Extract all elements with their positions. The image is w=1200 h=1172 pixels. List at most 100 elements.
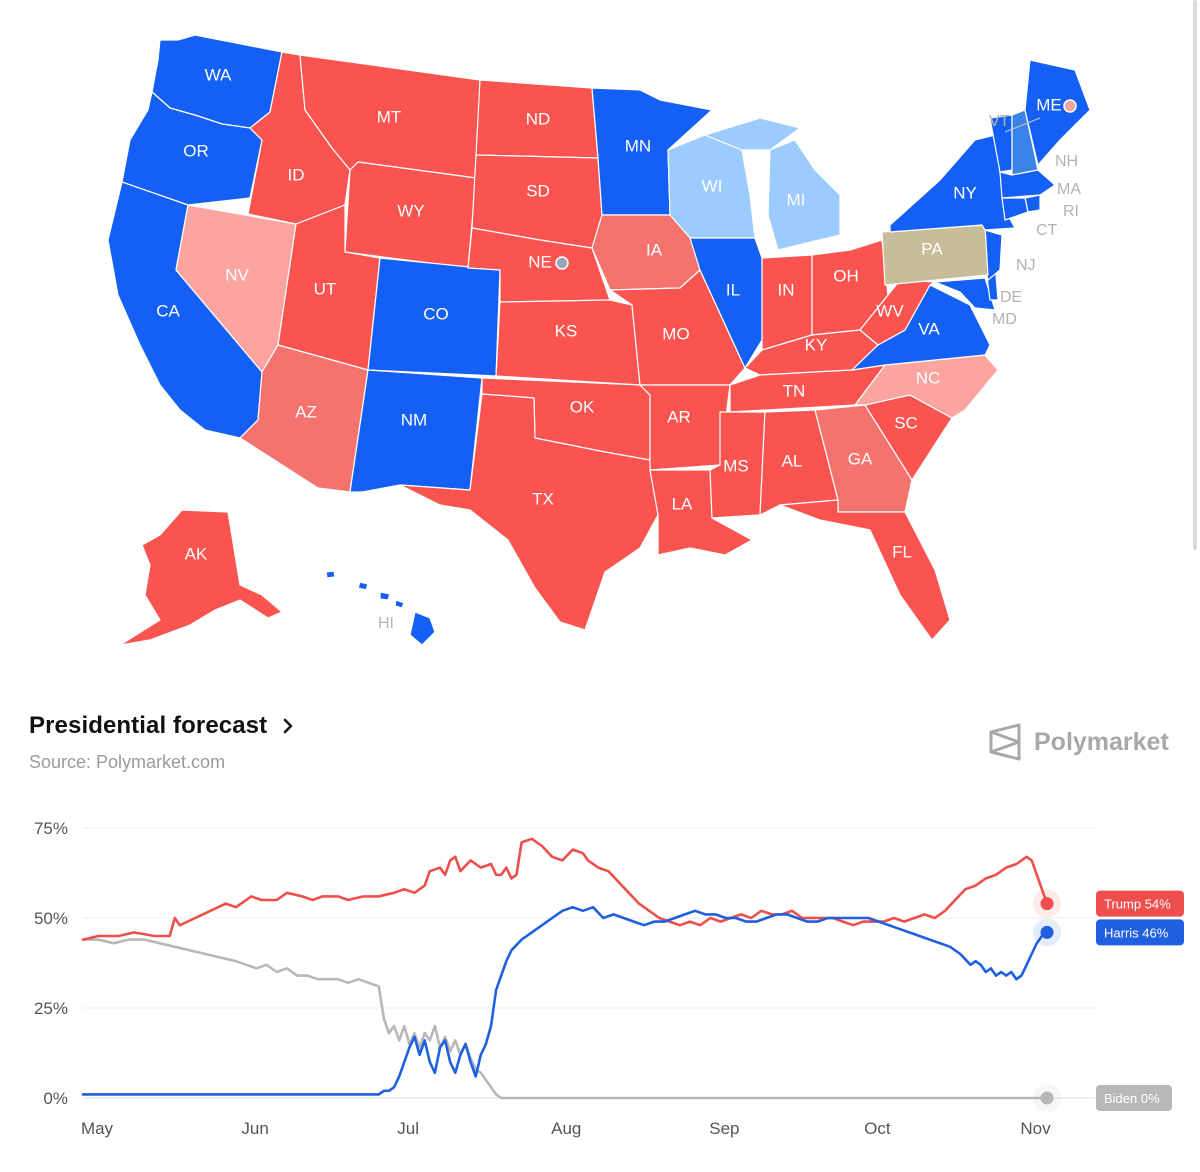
badge-label: Biden 0% (1104, 1091, 1160, 1106)
label-VT: VT (989, 113, 1010, 130)
label-CA: CA (156, 301, 180, 320)
state-AK[interactable] (119, 509, 283, 646)
x-tick-label: Jul (397, 1119, 419, 1138)
label-ND: ND (526, 109, 551, 128)
label-WA: WA (205, 65, 232, 84)
endpoint-dot-trump[interactable] (1040, 897, 1054, 911)
chevron-right-icon (283, 718, 293, 734)
label-FL: FL (892, 542, 912, 561)
state-HI-islands (357, 581, 405, 609)
polymarket-brand[interactable]: Polymarket (988, 722, 1169, 762)
series-badge-trump: Trump 54% (1096, 890, 1184, 917)
state-TX[interactable] (399, 393, 659, 631)
badge-bg (1096, 919, 1184, 946)
label-OR: OR (183, 141, 209, 160)
label-KS: KS (555, 321, 578, 340)
label-CT: CT (1036, 222, 1058, 239)
me-split-marker[interactable] (1063, 99, 1077, 113)
state-HI[interactable] (409, 611, 436, 646)
x-tick-label: May (81, 1119, 114, 1138)
label-RI: RI (1063, 203, 1079, 220)
label-IN: IN (778, 280, 795, 299)
polymarket-logo-icon (989, 723, 1021, 761)
label-OK: OK (570, 397, 595, 416)
label-NH: NH (1055, 153, 1078, 170)
state-WV[interactable] (859, 279, 936, 346)
state-WY[interactable] (344, 161, 477, 269)
x-tick-label: Sep (709, 1119, 739, 1138)
us-electoral-map: WA OR CA NV ID MT WY UT AZ CO NM ND SD N… (107, 34, 1091, 646)
x-tick-label: Nov (1020, 1119, 1051, 1138)
badge-bg (1096, 1085, 1172, 1111)
state-MD[interactable] (934, 277, 996, 311)
state-ME[interactable] (1024, 59, 1091, 166)
label-MS: MS (723, 456, 749, 475)
forecast-header-link[interactable]: Presidential forecast (29, 712, 297, 740)
endpoint-dot-harris[interactable] (1040, 925, 1054, 939)
series-line-trump (81, 837, 1049, 941)
state-NY[interactable] (889, 134, 1016, 233)
endpoint-dot-biden[interactable] (1040, 1091, 1054, 1105)
y-tick-label: 75% (34, 819, 68, 838)
label-MD: MD (992, 311, 1017, 328)
state-CT[interactable] (1001, 197, 1029, 221)
label-MO: MO (662, 324, 689, 343)
x-tick-label: Aug (551, 1119, 581, 1138)
y-tick-label: 25% (34, 999, 68, 1018)
ne-split-marker[interactable] (555, 256, 569, 270)
state-FL[interactable] (779, 499, 951, 641)
label-PA: PA (921, 239, 943, 258)
state-HI-kauai (325, 570, 336, 579)
label-HI: HI (378, 615, 394, 632)
label-SC: SC (894, 413, 918, 432)
series-badge-harris: Harris 46% (1096, 919, 1184, 946)
label-VA: VA (918, 319, 940, 338)
label-MT: MT (377, 107, 402, 126)
label-DE: DE (1000, 289, 1022, 306)
label-CO: CO (423, 304, 449, 323)
y-tick-label: 50% (34, 909, 68, 928)
label-NV: NV (225, 265, 249, 284)
x-tick-label: Jun (241, 1119, 268, 1138)
badge-label: Trump 54% (1104, 897, 1171, 912)
label-AL: AL (782, 451, 803, 470)
badge-bg (1096, 890, 1184, 917)
label-ME: ME (1036, 95, 1062, 114)
label-NJ: NJ (1016, 257, 1036, 274)
badge-label: Harris 46% (1104, 925, 1169, 940)
brand-name: Polymarket (1034, 727, 1169, 756)
label-NY: NY (953, 183, 977, 202)
label-MA: MA (1057, 181, 1081, 198)
label-NE: NE (528, 252, 552, 271)
series-line-harris (81, 905, 1049, 1096)
label-MN: MN (625, 136, 651, 155)
state-MO[interactable] (609, 269, 746, 386)
state-MA[interactable] (999, 169, 1056, 199)
label-AK: AK (185, 544, 208, 563)
state-MI[interactable] (767, 139, 841, 251)
label-ID: ID (288, 165, 305, 184)
label-LA: LA (672, 494, 693, 513)
label-TN: TN (783, 381, 806, 400)
label-GA: GA (848, 449, 873, 468)
state-AR[interactable] (639, 384, 731, 471)
state-KS[interactable] (495, 299, 641, 386)
label-WV: WV (876, 301, 904, 320)
label-AR: AR (667, 407, 691, 426)
source-text: Source: Polymarket.com (29, 752, 226, 772)
state-NM[interactable] (349, 369, 483, 493)
label-OH: OH (833, 266, 859, 285)
label-IL: IL (726, 280, 740, 299)
label-AZ: AZ (295, 402, 317, 421)
state-MI-up (704, 117, 801, 151)
label-WI: WI (702, 176, 723, 195)
scrollbar[interactable] (1193, 0, 1197, 550)
label-SD: SD (526, 181, 550, 200)
page-title: Presidential forecast (29, 712, 268, 739)
label-WY: WY (397, 201, 424, 220)
series-badge-biden: Biden 0% (1096, 1085, 1172, 1111)
x-tick-label: Oct (864, 1119, 891, 1138)
label-MI: MI (787, 190, 806, 209)
label-NC: NC (916, 368, 941, 387)
label-KY: KY (805, 335, 828, 354)
